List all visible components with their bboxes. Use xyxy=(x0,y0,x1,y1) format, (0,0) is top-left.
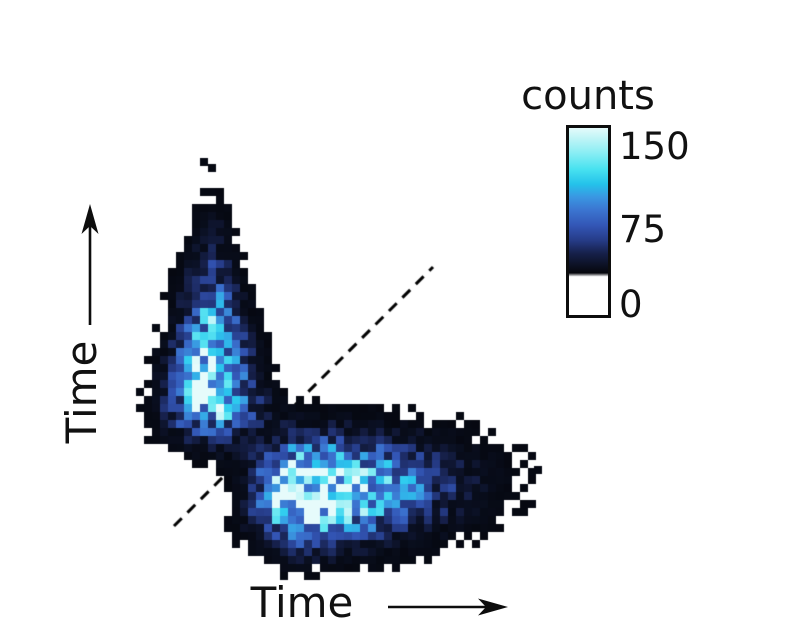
colorbar-tick-75: 75 xyxy=(619,208,667,251)
colorbar-tick-150: 150 xyxy=(619,125,690,168)
colorbar-tick-0: 0 xyxy=(619,283,643,326)
y-axis-label: Time xyxy=(57,340,106,444)
colorbar-title: counts xyxy=(521,73,655,119)
x-axis-label: Time xyxy=(250,578,354,627)
colorbar-gradient xyxy=(566,125,611,318)
